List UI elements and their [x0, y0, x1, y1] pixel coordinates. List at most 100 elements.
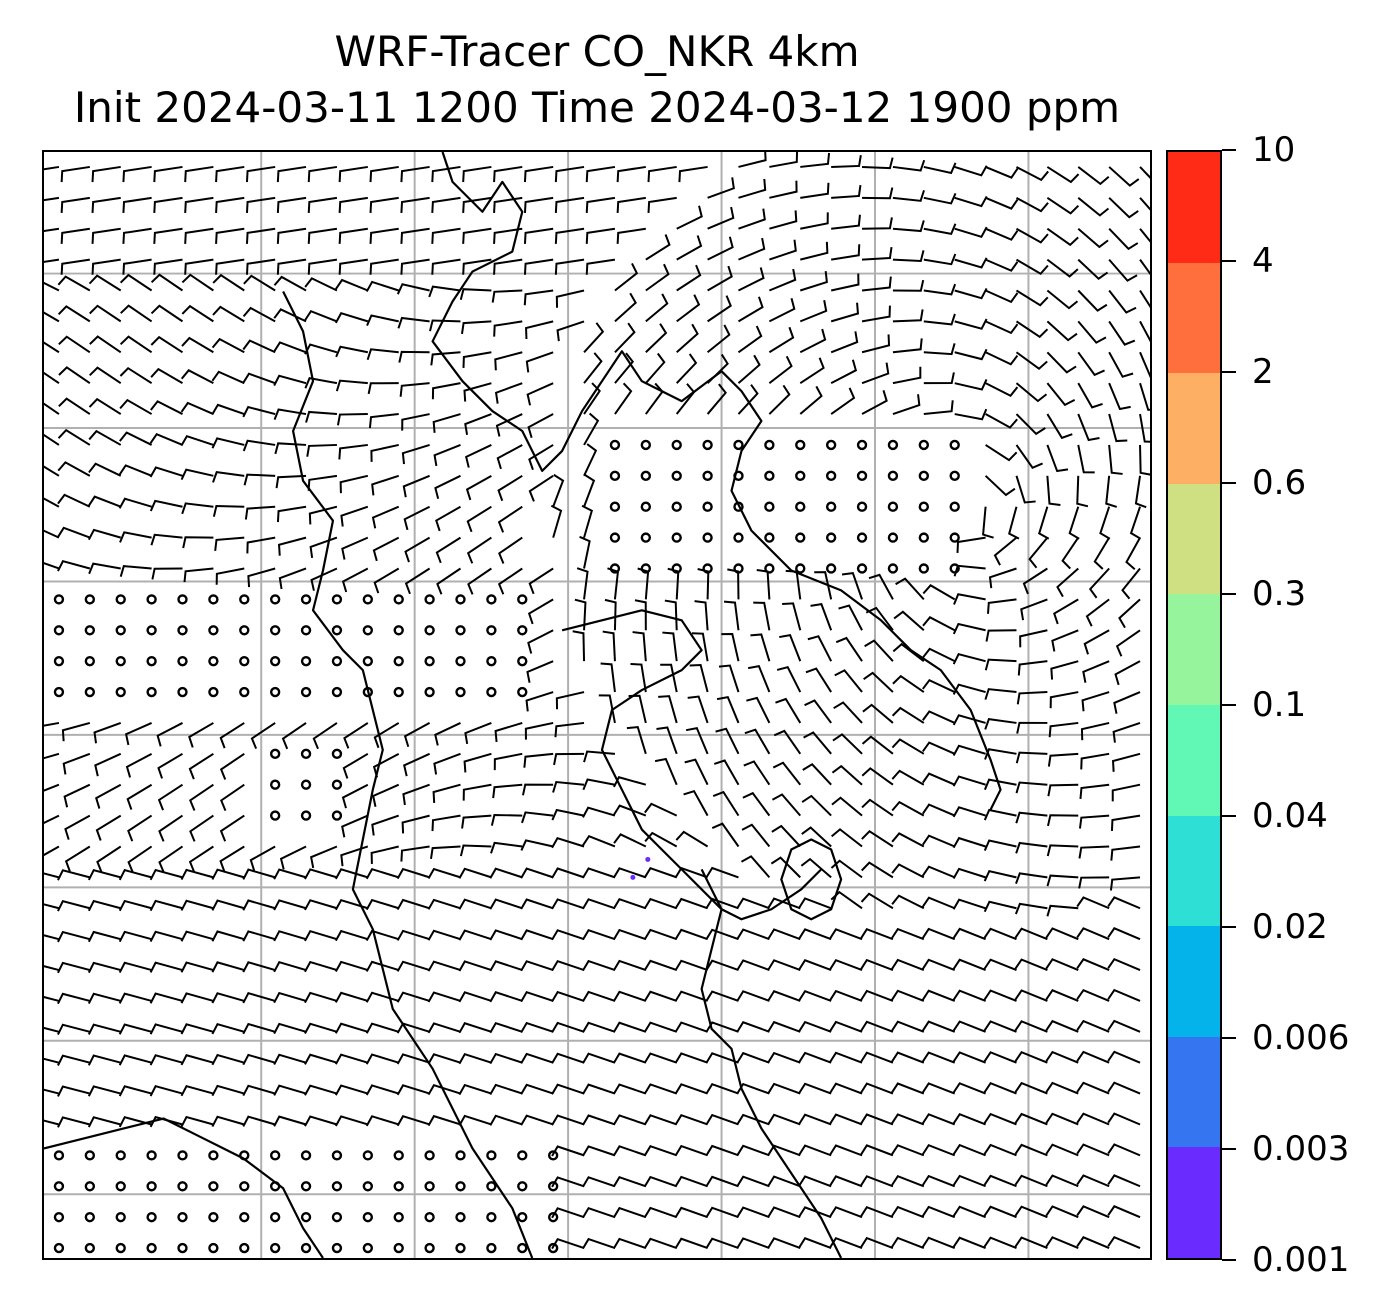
wind-barb: [273, 1022, 307, 1035]
wind-barb: [1045, 1112, 1079, 1126]
wind-barb: [1049, 691, 1079, 709]
wind-barb: [44, 562, 60, 570]
calm-wind-circle: [764, 470, 775, 482]
wind-barb: [715, 727, 740, 755]
calm-wind-circle: [517, 1150, 528, 1161]
wind-barb: [118, 1085, 152, 1097]
wind-barb: [273, 1084, 307, 1096]
wind-barb: [952, 1051, 986, 1064]
wind-barb: [550, 504, 563, 538]
colorbar-tick-label: 0.006: [1252, 1018, 1350, 1058]
wind-barb: [890, 1144, 925, 1157]
wind-barb: [127, 845, 153, 873]
wind-barb: [891, 769, 925, 786]
wind-barb: [551, 808, 585, 821]
wind-barb: [576, 567, 589, 600]
calm-wind-circle: [53, 594, 65, 605]
wind-barb: [490, 841, 523, 854]
wind-barb: [526, 382, 554, 406]
wind-barb: [582, 1206, 616, 1219]
wind-barb: [713, 759, 740, 786]
wind-barb: [746, 696, 771, 724]
wind-barb: [242, 899, 276, 911]
wind-barb: [767, 990, 801, 1002]
lat-lon-gridlines: [44, 152, 1150, 1258]
wind-barb: [804, 699, 832, 724]
wind-barb: [1050, 660, 1079, 680]
wind-barb: [705, 1083, 739, 1095]
wind-barb: [276, 227, 307, 244]
wind-barb: [582, 898, 616, 910]
wind-barb: [1020, 598, 1048, 621]
calm-wind-circle: [84, 1211, 96, 1223]
wind-barb: [860, 1020, 894, 1033]
wind-barb: [339, 474, 369, 494]
wind-barb: [582, 990, 616, 1002]
wind-barb: [1107, 896, 1141, 910]
calm-wind-circle: [486, 594, 497, 605]
wind-barb: [890, 989, 925, 1002]
calm-wind-circle: [269, 779, 281, 790]
calm-wind-circle: [887, 439, 899, 451]
calm-wind-circle: [177, 686, 188, 698]
wind-barb: [956, 536, 986, 553]
calm-wind-circle: [887, 563, 899, 574]
wind-barb: [1076, 896, 1110, 910]
wind-barb: [613, 776, 647, 788]
wind-barb: [1014, 1236, 1048, 1249]
wind-barb: [433, 444, 461, 467]
wind-barb: [149, 1115, 183, 1128]
calm-wind-circle: [455, 686, 466, 698]
wind-barb: [1139, 197, 1150, 211]
wind-barb: [118, 1054, 152, 1066]
wind-barb: [44, 1088, 60, 1095]
wind-barb: [923, 253, 957, 266]
wind-barb: [1046, 413, 1073, 440]
calm-wind-circle: [239, 686, 250, 698]
wind-barb: [831, 184, 862, 199]
wind-barb: [1014, 1205, 1048, 1219]
wind-barb: [436, 567, 462, 595]
wind-barb: [219, 814, 245, 842]
wind-barb: [431, 258, 461, 275]
wind-barb: [396, 1084, 430, 1096]
wind-barb: [954, 165, 988, 177]
calm-wind-circle: [671, 501, 682, 512]
wind-barb: [275, 474, 307, 489]
calm-wind-circle: [362, 686, 374, 698]
wind-barb: [628, 694, 647, 724]
wind-barb: [304, 1053, 338, 1065]
calm-wind-circle: [84, 1242, 96, 1254]
wind-barb: [1139, 320, 1150, 343]
wind-barb: [983, 1082, 1017, 1095]
wind-barb: [983, 1174, 1017, 1188]
wind-barb: [1107, 957, 1141, 971]
wind-barb: [427, 1084, 461, 1096]
wind-barb: [245, 165, 276, 183]
calm-wind-circle: [269, 1242, 281, 1254]
wind-barb: [430, 845, 461, 859]
wind-barb: [773, 729, 802, 755]
calm-wind-circle: [640, 501, 652, 512]
wind-barb: [798, 1237, 832, 1249]
calm-wind-circle: [517, 625, 528, 636]
wind-barb: [952, 1112, 986, 1126]
wind-barb: [396, 1115, 430, 1127]
wind-barb: [304, 1022, 338, 1034]
wind-barb: [800, 152, 831, 168]
wind-barb: [431, 382, 461, 400]
wind-barb: [707, 295, 732, 323]
wind-barb: [767, 1113, 801, 1126]
wind-barb: [458, 960, 492, 972]
wind-barb: [149, 1023, 183, 1035]
wind-barb: [1107, 1235, 1141, 1249]
colorbar-tick: [1222, 371, 1236, 373]
calm-wind-circle: [455, 1181, 466, 1192]
wind-barb: [674, 897, 708, 910]
colorbar-tick: [1222, 149, 1236, 151]
calm-wind-circle: [208, 686, 219, 698]
wind-barb: [984, 688, 1017, 700]
wind-barb: [643, 1052, 678, 1064]
wind-barb: [1015, 351, 1048, 370]
colorbar-segment: [1168, 1147, 1220, 1258]
